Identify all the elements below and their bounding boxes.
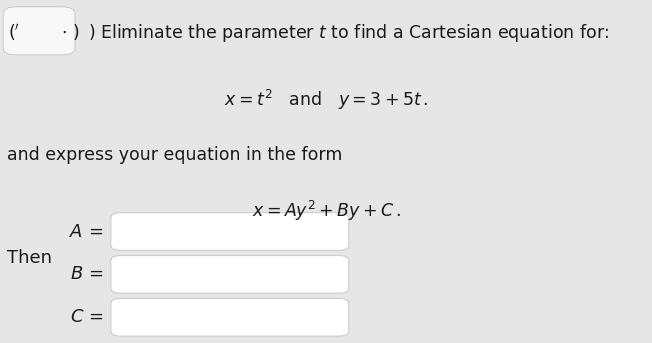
FancyBboxPatch shape xyxy=(111,298,349,336)
Text: $x = Ay^2 + By + C\,$.: $x = Ay^2 + By + C\,$. xyxy=(252,199,400,223)
Text: Then: Then xyxy=(7,249,52,267)
Text: $\cdot$ ): $\cdot$ ) xyxy=(61,22,79,42)
Text: $x = t^2$   and   $y = 3 + 5t\,$.: $x = t^2$ and $y = 3 + 5t\,$. xyxy=(224,87,428,111)
Text: $A\, =$: $A\, =$ xyxy=(70,223,104,240)
FancyBboxPatch shape xyxy=(3,7,75,55)
Text: ) Eliminate the parameter $t$ to find a Cartesian equation for:: ) Eliminate the parameter $t$ to find a … xyxy=(88,22,609,44)
Text: $C\, =$: $C\, =$ xyxy=(70,308,104,326)
Text: $B\, =$: $B\, =$ xyxy=(70,265,104,283)
Text: ($'$: ($'$ xyxy=(8,22,20,43)
FancyBboxPatch shape xyxy=(111,213,349,250)
FancyBboxPatch shape xyxy=(111,256,349,293)
Text: and express your equation in the form: and express your equation in the form xyxy=(7,146,342,164)
